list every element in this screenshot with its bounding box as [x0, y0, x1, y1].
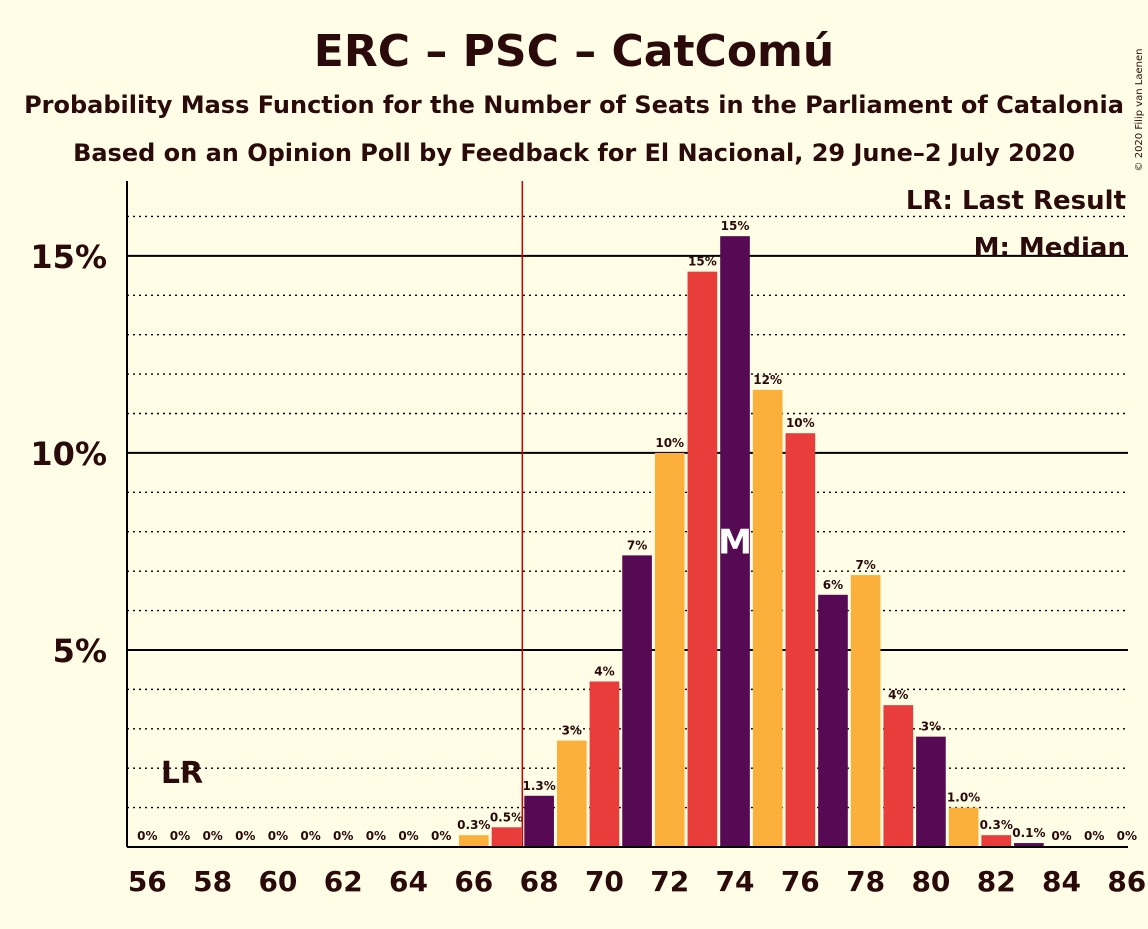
bar-label-seat-80: 3% [921, 720, 941, 734]
chart-source-subtitle: Based on an Opinion Poll by Feedback for… [73, 139, 1075, 167]
bar-label-seat-61: 0% [300, 829, 320, 843]
bar-seat-67 [491, 827, 522, 847]
bar-label-seat-75: 12% [753, 373, 782, 387]
bar-seat-80 [916, 736, 946, 847]
bar-label-seat-78: 7% [855, 558, 875, 572]
bar-seat-82 [981, 835, 1012, 847]
bar-label-seat-57: 0% [170, 829, 190, 843]
y-tick-label: 5% [53, 632, 107, 670]
bar-seat-68 [524, 795, 554, 847]
x-tick-label: 78 [846, 865, 885, 898]
bar-labels: 0% 0% 0% 0% 0% 0% 0% 0% 0% 0%0.3%0.5%1.3%3%4%7%10… [137, 219, 1137, 843]
x-tick-label: 72 [650, 865, 689, 898]
chart-title: ERC – PSC – CatComú [314, 26, 834, 77]
bar-label-seat-76: 10% [786, 416, 815, 430]
x-tick-label: 62 [324, 865, 363, 898]
bar-seat-81 [948, 807, 979, 847]
x-tick-label: 56 [128, 865, 167, 898]
bar-seat-74 [720, 236, 750, 847]
x-tick-label: 70 [585, 865, 624, 898]
x-tick-label: 66 [454, 865, 493, 898]
bar-seat-72 [654, 452, 685, 847]
bar-label-seat-82: 0.3% [980, 818, 1013, 832]
bar-label-seat-62: 0% [333, 829, 353, 843]
chart-subtitle: Probability Mass Function for the Number… [24, 91, 1124, 119]
bar-seat-76 [785, 433, 816, 847]
x-tick-label: 58 [193, 865, 232, 898]
bar-label-seat-68: 1.3% [522, 779, 555, 793]
bar-label-seat-60: 0% [268, 829, 288, 843]
bar-label-seat-65: 0% [431, 829, 451, 843]
x-tick-label: 60 [258, 865, 297, 898]
bar-label-seat-66: 0.3% [457, 818, 490, 832]
bar-label-seat-86: 0% [1117, 829, 1137, 843]
bar-seat-71 [622, 555, 652, 847]
axes [126, 181, 1128, 848]
x-tick-label: 68 [520, 865, 559, 898]
bar-label-seat-70: 4% [594, 664, 614, 678]
x-tick-labels: 56 58 60 62 64 66 68 70 72 74 76 78 80 82 84 86 [128, 865, 1146, 898]
bar-label-seat-67: 0.5% [490, 810, 523, 824]
last-result-marker: LR [161, 756, 203, 791]
bar-label-seat-71: 7% [627, 538, 647, 552]
gridlines [127, 215, 1128, 809]
bar-label-seat-63: 0% [366, 829, 386, 843]
copyright-text: © 2020 Filip van Laenen [1134, 49, 1145, 172]
bar-label-seat-84: 0% [1051, 829, 1071, 843]
x-tick-label: 82 [977, 865, 1016, 898]
bar-seat-77 [818, 594, 848, 847]
bar-label-seat-69: 3% [562, 724, 582, 738]
median-marker: M [718, 523, 752, 563]
x-tick-label: 84 [1042, 865, 1081, 898]
bar-seat-78 [850, 575, 881, 847]
y-tick-labels: 5% 10% 15% [30, 238, 107, 670]
bar-seat-73 [687, 271, 718, 847]
bar-seat-70 [589, 681, 620, 847]
bar-label-seat-77: 6% [823, 578, 843, 592]
bar-label-seat-59: 0% [235, 829, 255, 843]
bar-seat-79 [883, 705, 914, 847]
y-tick-label: 10% [30, 435, 107, 473]
x-tick-label: 86 [1107, 865, 1146, 898]
bar-seat-66 [459, 835, 489, 847]
bar-seat-75 [752, 389, 783, 847]
x-tick-label: 80 [911, 865, 950, 898]
bar-label-seat-85: 0% [1084, 829, 1104, 843]
y-tick-label: 15% [30, 238, 107, 276]
x-tick-label: 76 [781, 865, 820, 898]
bar-label-seat-81: 1.0% [947, 791, 980, 805]
bar-seat-83 [1014, 843, 1044, 847]
x-tick-label: 74 [716, 865, 755, 898]
bar-label-seat-72: 10% [655, 436, 684, 450]
bar-label-seat-83: 0.1% [1012, 826, 1045, 840]
bar-label-seat-64: 0% [398, 829, 418, 843]
bar-label-seat-56: 0% [137, 829, 157, 843]
bar-label-seat-58: 0% [202, 829, 222, 843]
legend-last-result: LR: Last Result [906, 186, 1126, 216]
bars [459, 236, 1044, 847]
x-tick-label: 64 [389, 865, 428, 898]
legend-median: M: Median [974, 233, 1126, 263]
bar-seat-69 [556, 740, 587, 847]
bar-label-seat-74: 15% [721, 219, 750, 233]
bar-label-seat-79: 4% [888, 688, 908, 702]
bar-label-seat-73: 15% [688, 255, 717, 269]
